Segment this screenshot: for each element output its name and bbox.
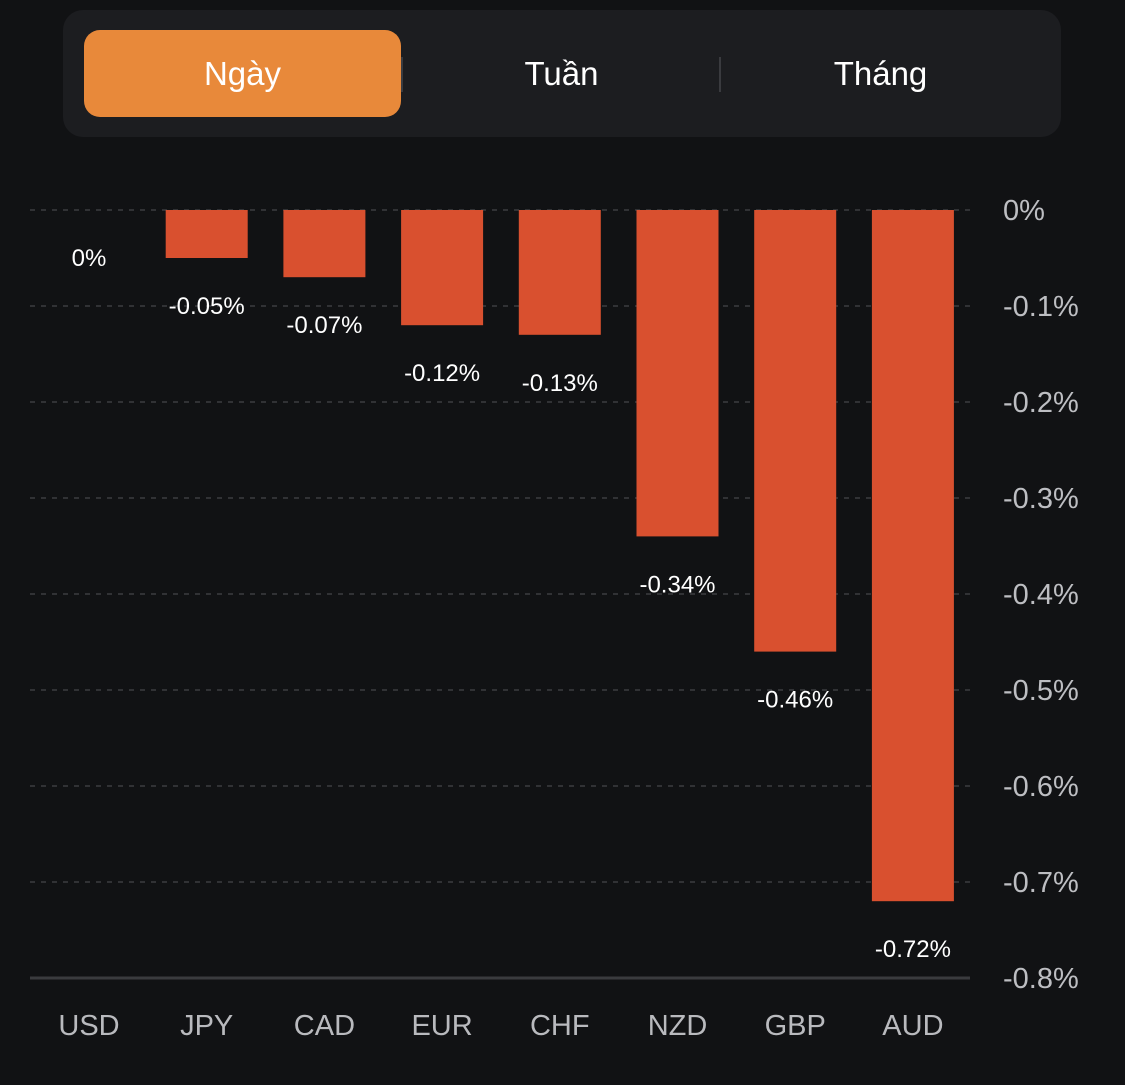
y-tick-label: 0%	[1003, 195, 1045, 227]
bar-cad[interactable]	[283, 210, 366, 278]
value-label: -0.34%	[639, 571, 715, 598]
y-tick-label: -0.7%	[1003, 867, 1079, 899]
bar-nzd[interactable]	[636, 210, 719, 537]
value-label: -0.13%	[522, 370, 598, 397]
value-label: -0.46%	[757, 687, 833, 714]
y-tick-label: -0.6%	[1003, 771, 1079, 803]
tab-separator	[401, 57, 403, 92]
y-tick-label: -0.8%	[1003, 963, 1079, 995]
tab-day[interactable]: Ngày	[84, 30, 401, 117]
bar-jpy[interactable]	[165, 210, 248, 258]
x-tick-label: CAD	[294, 1010, 355, 1042]
bar-aud[interactable]	[871, 210, 954, 902]
y-tick-label: -0.3%	[1003, 483, 1079, 515]
x-tick-label: CHF	[530, 1010, 590, 1042]
tab-separator	[719, 57, 721, 92]
y-tick-label: -0.2%	[1003, 387, 1079, 419]
value-label: -0.72%	[875, 936, 951, 963]
x-tick-label: EUR	[411, 1010, 472, 1042]
y-tick-label: -0.1%	[1003, 291, 1079, 323]
x-tick-label: GBP	[765, 1010, 826, 1042]
value-label: 0%	[72, 245, 107, 272]
bar-gbp[interactable]	[754, 210, 837, 652]
bar-eur[interactable]	[401, 210, 484, 326]
value-label: -0.05%	[169, 293, 245, 320]
bars	[165, 210, 954, 902]
x-tick-label: AUD	[882, 1010, 943, 1042]
y-axis: 0% -0.1% -0.2% -0.3% -0.4% -0.5% -0.6% -0.7% -0.…	[1003, 195, 1079, 995]
period-segmented-control: Ngày Tuần Tháng	[63, 10, 1061, 137]
x-tick-label: JPY	[180, 1010, 233, 1042]
bar-chf[interactable]	[518, 210, 601, 335]
x-tick-label: NZD	[648, 1010, 708, 1042]
x-tick-label: USD	[58, 1010, 119, 1042]
tab-month[interactable]: Tháng	[833, 54, 928, 92]
value-labels: 0% -0.05% -0.07% -0.12% -0.13% -0.34% -0.46% -0…	[72, 245, 951, 963]
value-label: -0.12%	[404, 360, 480, 387]
tab-week[interactable]: Tuần	[524, 54, 599, 92]
y-tick-label: -0.4%	[1003, 579, 1079, 611]
value-label: -0.07%	[286, 312, 362, 339]
x-axis: USD JPY CAD EUR CHF NZD GBP AUD	[58, 1010, 943, 1042]
y-tick-label: -0.5%	[1003, 675, 1079, 707]
